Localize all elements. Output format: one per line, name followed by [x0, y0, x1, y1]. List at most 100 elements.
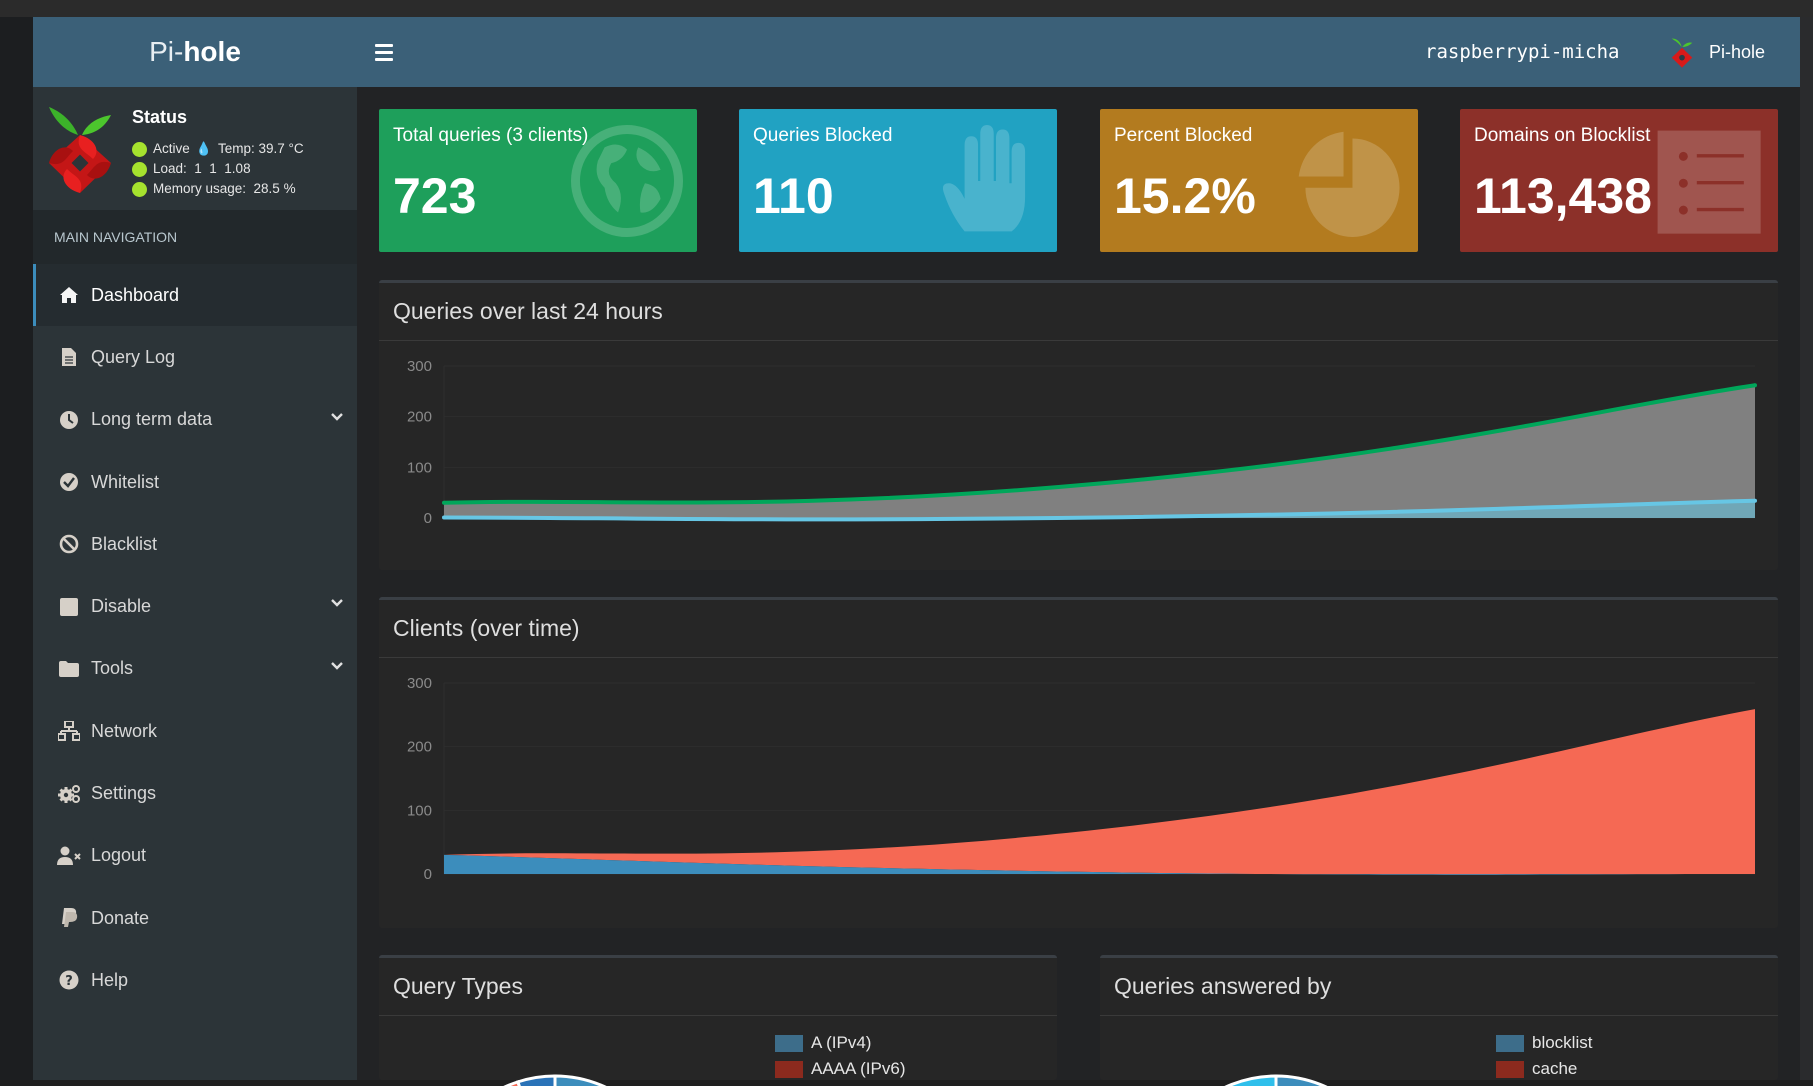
legend-label: cache: [1532, 1059, 1578, 1078]
home-icon: [57, 283, 81, 307]
status-memory: Memory usage: 28.5 %: [153, 181, 296, 196]
sidebar-item-query-log[interactable]: Query Log: [33, 326, 357, 388]
queries-answered-by-pie[interactable]: [1100, 1016, 1500, 1086]
stat-value: 113,438: [1474, 168, 1652, 224]
stat-label: Percent Blocked: [1114, 125, 1253, 146]
queries-over-time-chart[interactable]: 0 100 200 300: [379, 341, 1778, 570]
area-client-1: [444, 854, 1755, 875]
hostname: raspberrypi-micha: [1425, 41, 1620, 63]
sidebar-item-label: Whitelist: [91, 471, 160, 492]
stat-queries-blocked[interactable]: Queries Blocked 110: [739, 109, 1057, 252]
status-memory-line: Memory usage: 28.5 %: [132, 179, 304, 199]
sidebar-item-label: Settings: [91, 783, 157, 804]
status-dot-icon: [132, 141, 147, 157]
sidebar: Status Active 💧 Temp: 39.7 °C Load: 1 1 …: [33, 87, 357, 1080]
sidebar-toggle-button[interactable]: [375, 39, 401, 65]
chevron-down-icon: [331, 412, 343, 421]
cogs-icon: [57, 782, 81, 806]
pie-slice: [1224, 1074, 1278, 1086]
status-load-line: Load: 1 1 1.08: [132, 159, 304, 179]
status-panel: Status Active 💧 Temp: 39.7 °C Load: 1 1 …: [33, 87, 357, 210]
legend-item[interactable]: cache: [1496, 1056, 1592, 1082]
query-types-legend: A (IPv4) AAAA (IPv6): [775, 1030, 905, 1082]
sidebar-item-dashboard[interactable]: Dashboard: [33, 264, 357, 327]
status-active: Active: [153, 141, 190, 156]
sidebar-item-settings[interactable]: Settings: [33, 762, 357, 824]
check-circle-icon: [57, 470, 81, 494]
network-icon: [57, 719, 81, 743]
sidebar-item-label: Disable: [91, 596, 152, 617]
clients-over-time-chart[interactable]: 0 100 200 300: [379, 658, 1778, 928]
scrollbar[interactable]: [1800, 17, 1813, 1080]
svg-text:?: ?: [65, 974, 73, 989]
hand-icon: [942, 125, 1026, 232]
sidebar-item-whitelist[interactable]: Whitelist: [33, 451, 357, 513]
pihole-logo-icon: [1671, 38, 1693, 68]
stat-value: 15.2%: [1114, 168, 1256, 224]
status-lines: Active 💧 Temp: 39.7 °C Load: 1 1 1.08 Me…: [132, 139, 304, 199]
data-point: [442, 515, 446, 520]
sidebar-item-label: Long term data: [91, 409, 213, 430]
stat-label: Total queries (3 clients): [393, 125, 589, 146]
query-types-pie[interactable]: [379, 1016, 779, 1086]
logo[interactable]: Pi-hole: [33, 17, 357, 87]
pie-slice: [1274, 1074, 1328, 1086]
logo-light: Pi-: [149, 36, 184, 67]
legend-item[interactable]: blocklist: [1496, 1030, 1592, 1056]
user-menu[interactable]: Pi-hole: [1669, 17, 1765, 87]
y-tick-label: 0: [424, 866, 432, 883]
logo-bold: hole: [183, 36, 241, 67]
stat-percent-blocked[interactable]: Percent Blocked 15.2%: [1100, 109, 1418, 252]
chevron-down-icon: [331, 661, 343, 670]
sidebar-item-label: Query Log: [91, 346, 176, 367]
stat-value: 723: [393, 168, 477, 224]
sidebar-item-disable[interactable]: Disable: [33, 575, 357, 637]
y-tick-label: 200: [407, 409, 432, 426]
y-tick-label: 300: [407, 675, 432, 692]
stat-label: Queries Blocked: [753, 125, 893, 146]
stat-value: 110: [753, 168, 834, 224]
sidebar-item-label: Logout: [91, 845, 147, 866]
legend-swatch: [775, 1034, 803, 1052]
data-point: [1753, 498, 1757, 503]
status-dot-icon: [132, 161, 147, 177]
sidebar-item-label: Dashboard: [91, 284, 180, 305]
window-left-edge: [0, 17, 33, 1080]
sidebar-item-donate[interactable]: Donate: [33, 887, 357, 949]
query-types-box: Query Types A (IPv4) AAAA (IPv6): [379, 955, 1057, 1086]
answered-by-legend: blocklist cache: [1496, 1030, 1592, 1082]
legend-swatch: [775, 1060, 803, 1078]
sidebar-item-blacklist[interactable]: Blacklist: [33, 513, 357, 575]
data-point: [442, 500, 446, 505]
y-tick-label: 0: [424, 510, 432, 527]
menu-icon: [375, 43, 393, 47]
y-tick-label: 100: [407, 459, 432, 476]
legend-item[interactable]: A (IPv4): [775, 1030, 905, 1056]
queries-answered-by-box: Queries answered by blocklist cache: [1100, 955, 1778, 1086]
legend-swatch: [1496, 1060, 1524, 1078]
sidebar-item-network[interactable]: Network: [33, 700, 357, 762]
sidebar-item-tools[interactable]: Tools: [33, 638, 357, 700]
clock-icon: [57, 408, 81, 432]
y-tick-label: 300: [407, 358, 432, 375]
legend-swatch: [1496, 1034, 1524, 1052]
top-header: Pi-hole raspberrypi-micha Pi-hole: [33, 17, 1800, 87]
legend-item[interactable]: AAAA (IPv6): [775, 1056, 905, 1082]
sidebar-item-help[interactable]: ? Help: [33, 949, 357, 1011]
list-icon: [1657, 130, 1761, 234]
data-point: [1753, 383, 1757, 388]
ban-icon: [57, 532, 81, 556]
data-point: [1097, 481, 1102, 486]
folder-icon: [57, 657, 81, 681]
window-top-bar: [0, 0, 1813, 17]
stat-domains-on-blocklist[interactable]: Domains on Blocklist 113,438: [1460, 109, 1778, 252]
sidebar-item-logout[interactable]: Logout: [33, 825, 357, 887]
sidebar-item-long-term-data[interactable]: Long term data: [33, 389, 357, 451]
box-title: Query Types: [379, 958, 1057, 1016]
main-navigation: Dashboard Query Log Long term data White…: [33, 264, 357, 1012]
area-total-queries: [444, 385, 1755, 518]
chevron-down-icon: [331, 599, 343, 608]
stat-total-queries[interactable]: Total queries (3 clients) 723: [379, 109, 697, 252]
status-load: Load: 1 1 1.08: [153, 161, 251, 176]
y-tick-label: 200: [407, 739, 432, 756]
